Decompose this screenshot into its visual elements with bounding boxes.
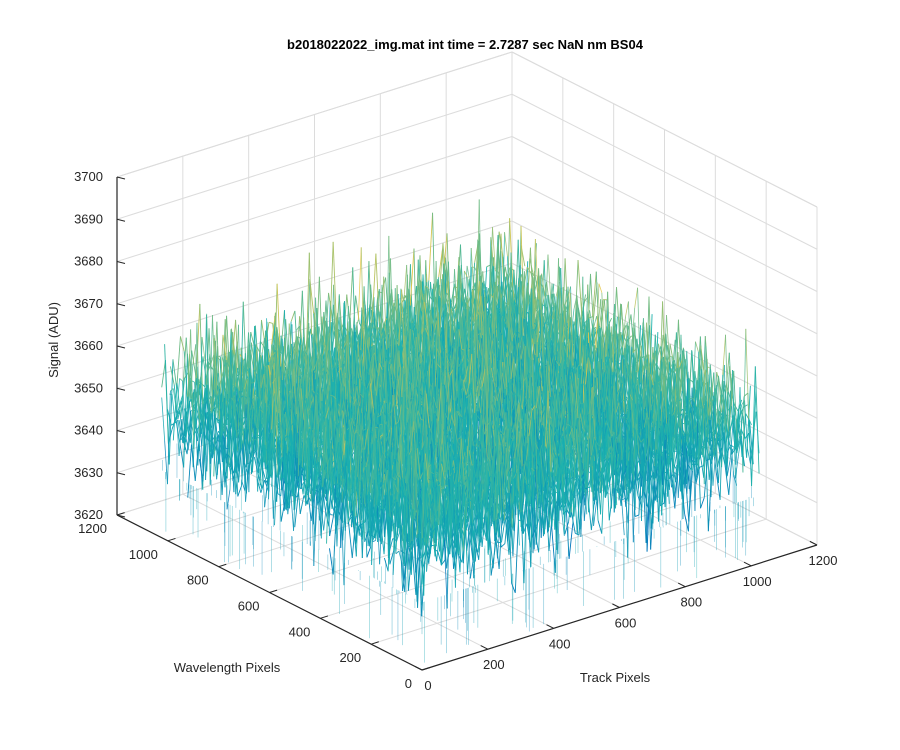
surface — [161, 199, 760, 663]
surface-mesh-line — [211, 389, 216, 414]
surface-mesh-line — [201, 388, 207, 446]
z-tick-mark — [116, 430, 126, 433]
surface-mesh-line — [584, 296, 589, 302]
x-tick-mark — [677, 582, 686, 588]
z-tick-mark — [116, 218, 126, 222]
box-edge — [511, 51, 818, 208]
x-tick-mark — [414, 665, 423, 671]
axes — [116, 176, 818, 671]
y-tick-mark — [116, 512, 125, 516]
surface-mesh-line — [215, 417, 221, 424]
side-wall-grid-line — [511, 93, 818, 250]
y-tick-mark — [269, 589, 278, 593]
surface-mesh-line — [268, 350, 274, 363]
surface-mesh-line — [237, 485, 242, 497]
y-tick-mark — [371, 641, 379, 645]
side-wall-grid-line — [511, 136, 818, 292]
surface-mesh-line — [577, 260, 583, 316]
surface-mesh-line — [438, 249, 443, 278]
surface-mesh-line — [214, 434, 219, 452]
y-tick-mark — [167, 537, 176, 542]
floor-grid-line — [371, 518, 767, 645]
surface-mesh-line — [188, 412, 193, 436]
side-wall-grid-line — [511, 178, 818, 335]
surface-mesh-line — [268, 321, 273, 324]
back-wall-grid-line — [116, 93, 513, 220]
back-wall-grid-line — [116, 136, 513, 262]
surface-mesh-line — [252, 349, 257, 399]
surface-mesh-line — [409, 248, 415, 306]
surface-mesh-line — [328, 241, 334, 348]
surface-mesh-line — [387, 289, 393, 340]
surface-mesh-line — [442, 243, 448, 294]
x-tick-mark — [546, 624, 554, 629]
y-tick-mark — [421, 667, 430, 671]
side-wall-grid-line — [511, 220, 818, 377]
surface-mesh-line — [164, 344, 169, 444]
box-edge — [116, 51, 513, 178]
surface-mesh-line — [187, 444, 192, 498]
surface-mesh-line — [371, 253, 377, 323]
surface-mesh-line — [271, 312, 276, 345]
surface-mesh-line — [264, 480, 269, 492]
surface-mesh-line — [222, 334, 228, 363]
surface-mesh-line — [542, 281, 548, 305]
surface-mesh-line — [216, 408, 221, 414]
surface-mesh-line — [305, 252, 310, 383]
z-tick-mark — [116, 387, 126, 391]
surface-mesh-line — [169, 366, 175, 385]
surface-mesh-line — [185, 337, 191, 402]
surface-mesh-line — [179, 443, 185, 468]
x-tick-mark — [809, 540, 818, 546]
surface-mesh-line — [336, 330, 342, 360]
surface-mesh-line — [505, 218, 511, 369]
z-tick-mark — [116, 472, 126, 476]
surface-mesh-line — [290, 310, 296, 322]
surface-mesh-line — [592, 271, 597, 317]
z-tick-mark — [116, 303, 126, 307]
surface-mesh-line — [333, 312, 339, 339]
x-tick-mark — [480, 645, 489, 650]
surface-mesh-line — [172, 359, 178, 389]
z-tick-mark — [116, 176, 126, 180]
z-tick-mark — [116, 514, 126, 518]
surface-mesh-line — [176, 336, 181, 389]
surface-mesh-line — [260, 480, 266, 493]
surface-mesh-line — [428, 212, 434, 281]
x-tick-mark — [743, 561, 752, 567]
z-tick-mark — [116, 345, 126, 349]
surface-mesh-line — [194, 439, 200, 481]
y-tick-mark — [218, 563, 227, 568]
surface-mesh-line — [161, 360, 166, 388]
y-tick-mark — [320, 615, 329, 619]
surface-mesh-line — [172, 383, 178, 441]
x-tick-mark — [612, 603, 620, 608]
surface-mesh-line — [308, 330, 314, 335]
surface-mesh-line — [328, 292, 333, 317]
surface-mesh-line — [180, 377, 185, 418]
surface-mesh-line — [176, 383, 182, 418]
surface-mesh-line — [444, 294, 450, 307]
surface-mesh-line — [180, 336, 185, 352]
surface-mesh-line — [332, 241, 338, 338]
surface-mesh-line — [592, 282, 598, 320]
z-tick-mark — [116, 261, 126, 264]
surface-mesh-line — [255, 344, 261, 353]
surface-mesh-line — [191, 444, 196, 481]
surface-mesh-line — [217, 434, 223, 495]
back-wall-grid-line — [116, 178, 513, 305]
surface-mesh-line — [198, 458, 204, 482]
